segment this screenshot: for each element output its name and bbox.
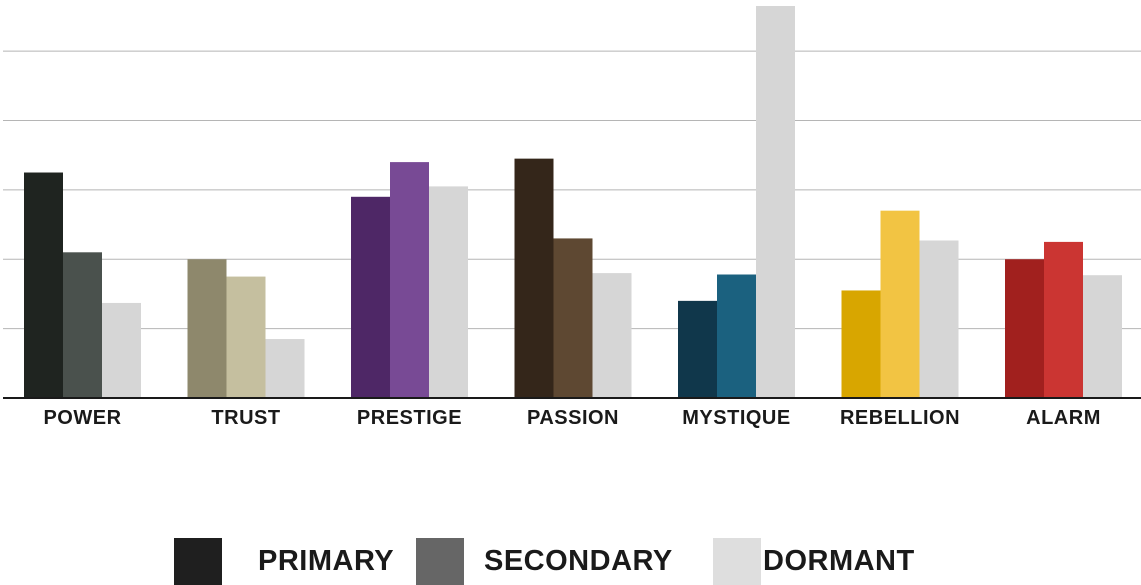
x-tick-label: PRESTIGE — [357, 407, 462, 429]
x-tick-label: MYSTIQUE — [682, 407, 790, 429]
legend-item-primary: PRIMARY — [174, 538, 394, 585]
bar-power-dormant — [102, 302, 141, 398]
x-tick-label: ALARM — [1026, 407, 1101, 429]
legend-swatch-primary — [174, 538, 222, 585]
legend: PRIMARY SECONDARY DORMANT — [0, 538, 1141, 585]
bar-mystique-secondary — [717, 274, 756, 398]
bar-power-primary — [24, 172, 63, 398]
bar-alarm-primary — [1005, 259, 1044, 398]
bar-trust-secondary — [226, 276, 266, 398]
bar-alarm-dormant — [1083, 275, 1122, 398]
bar-rebellion-primary — [841, 290, 881, 398]
bar-prestige-primary — [351, 196, 390, 398]
x-tick-label: POWER — [43, 407, 121, 429]
bar-prestige-dormant — [429, 186, 468, 398]
bar-prestige-secondary — [390, 162, 429, 398]
bars — [24, 6, 1122, 398]
bar-passion-secondary — [553, 238, 593, 398]
legend-label-dormant: DORMANT — [763, 545, 915, 577]
x-tick-label: PASSION — [527, 407, 619, 429]
x-tick-label: REBELLION — [840, 407, 960, 429]
x-axis-tick-labels: POWER TRUST PRESTIGE PASSION MYSTIQUE REBELLI… — [43, 407, 1100, 429]
x-tick-label: TRUST — [211, 407, 280, 429]
bar-alarm-secondary — [1044, 241, 1083, 398]
legend-item-secondary: SECONDARY — [416, 538, 673, 585]
bar-mystique-dormant — [756, 6, 795, 398]
bar-rebellion-dormant — [919, 240, 959, 398]
legend-swatch-dormant — [713, 538, 761, 585]
legend-swatch-secondary — [416, 538, 464, 585]
legend-label-primary: PRIMARY — [258, 545, 395, 577]
bar-rebellion-secondary — [880, 210, 920, 398]
bar-chart: POWER TRUST PRESTIGE PASSION MYSTIQUE REBELLI… — [3, 6, 1141, 429]
legend-label-secondary: SECONDARY — [484, 545, 673, 577]
bar-mystique-primary — [678, 300, 717, 398]
bar-trust-primary — [187, 259, 227, 398]
bar-passion-primary — [514, 158, 554, 398]
bar-passion-dormant — [592, 273, 632, 398]
legend-item-dormant: DORMANT — [713, 538, 915, 585]
bar-power-secondary — [63, 252, 102, 398]
bar-trust-dormant — [265, 339, 305, 398]
